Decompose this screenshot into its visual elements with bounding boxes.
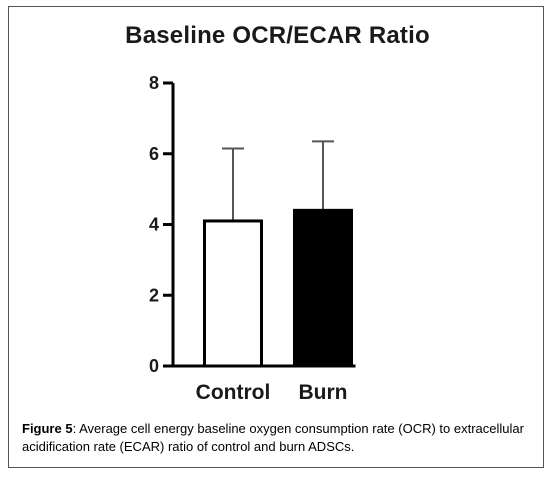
- figure-caption: Figure 5: Average cell energy baseline o…: [22, 420, 532, 456]
- caption-label: Figure 5: [22, 421, 73, 436]
- bar-control: [203, 219, 263, 368]
- figure-frame: [8, 6, 544, 468]
- y-tick-label: 2: [149, 285, 159, 305]
- x-tick-label-burn: Burn: [299, 381, 348, 404]
- bar-burn: [293, 208, 353, 368]
- y-tick-label: 0: [149, 356, 159, 376]
- y-tick-label: 6: [149, 144, 159, 164]
- chart-title: Baseline OCR/ECAR Ratio: [125, 22, 430, 49]
- y-tick-label: 8: [149, 73, 159, 93]
- y-tick-label: 4: [149, 215, 159, 235]
- x-tick-label-control: Control: [196, 381, 271, 404]
- caption-text: : Average cell energy baseline oxygen co…: [22, 421, 524, 454]
